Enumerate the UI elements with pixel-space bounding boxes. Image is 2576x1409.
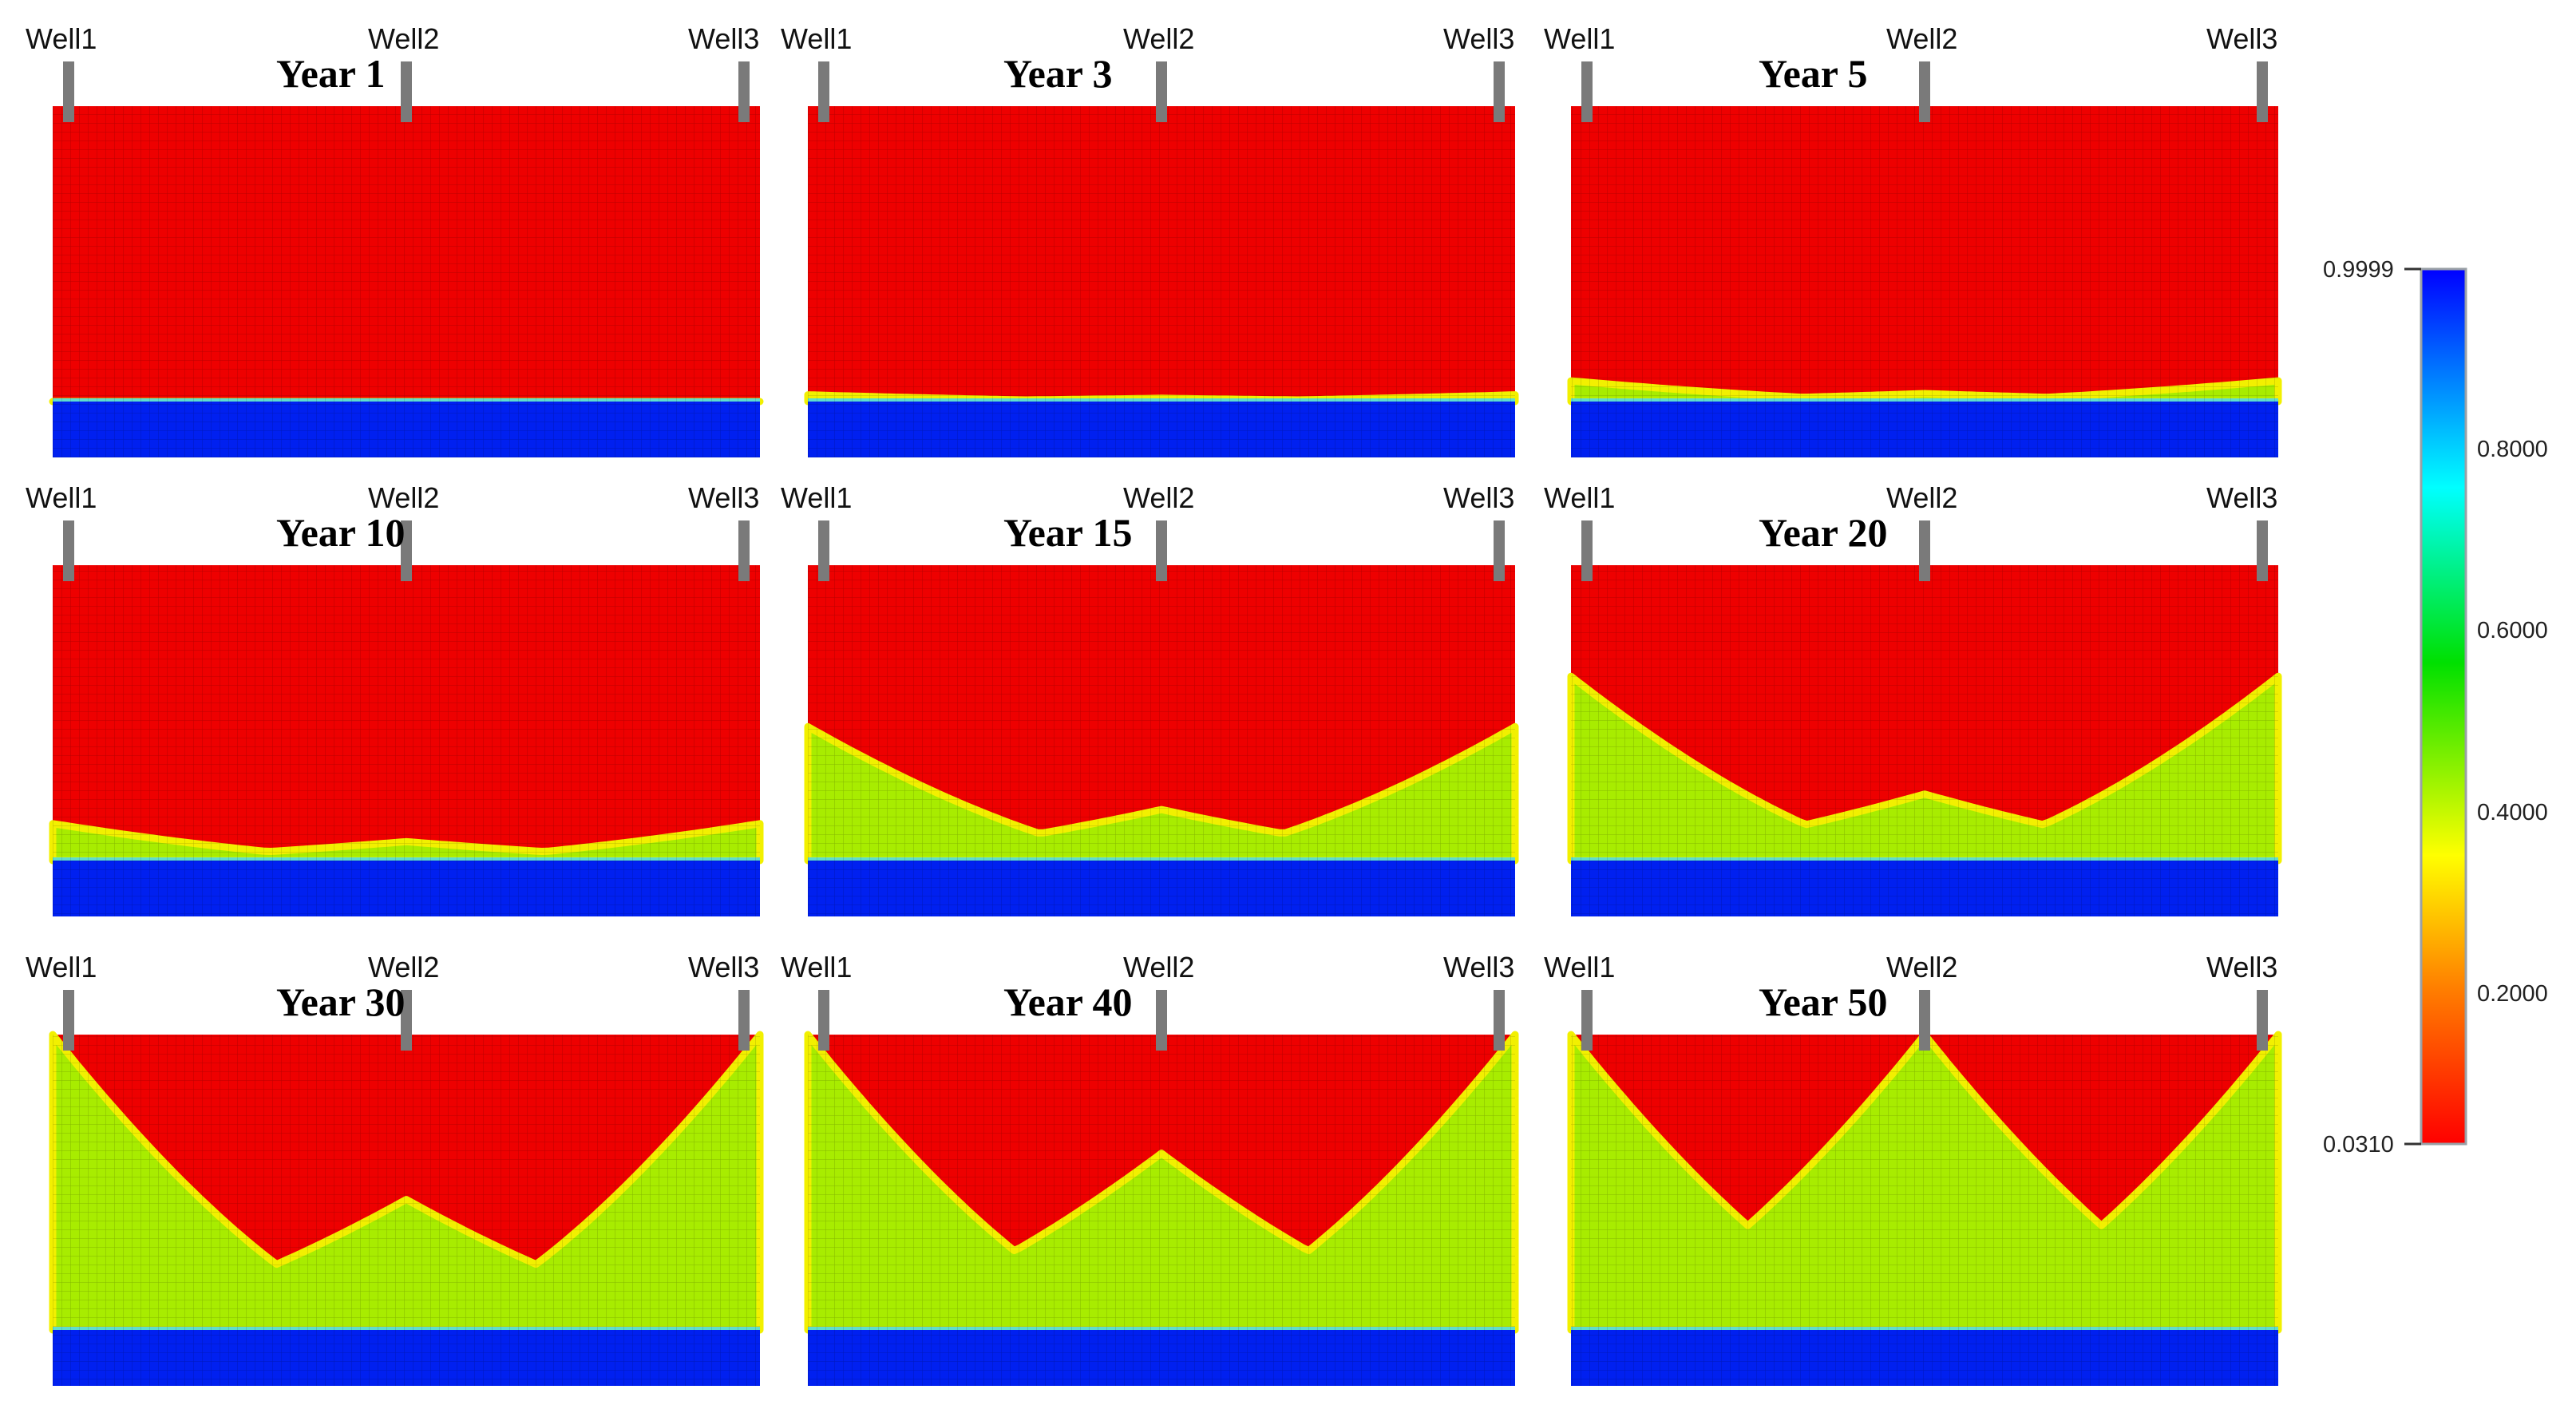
well-label: Well2	[1886, 22, 1957, 55]
well-label: Well2	[368, 481, 439, 514]
well-bore	[1581, 61, 1593, 122]
well-bore	[1156, 990, 1167, 1051]
well-label: Well1	[781, 22, 852, 55]
well-bore	[2257, 990, 2268, 1051]
year-title: Year 40	[1003, 980, 1133, 1024]
well-bore	[2257, 520, 2268, 581]
mesh-grid	[53, 1035, 760, 1386]
well-label: Well1	[26, 481, 97, 514]
well-bore	[1156, 61, 1167, 122]
year-title: Year 1	[276, 51, 386, 96]
well-label: Well3	[1443, 22, 1514, 55]
mesh-grid	[53, 106, 760, 457]
well-bore	[63, 520, 74, 581]
well-bore	[63, 61, 74, 122]
well-label: Well2	[1123, 951, 1194, 984]
well-label: Well1	[26, 22, 97, 55]
year-title: Year 20	[1759, 510, 1888, 555]
well-label: Well2	[368, 951, 439, 984]
well-bore	[1919, 61, 1930, 122]
well-label: Well2	[1123, 22, 1194, 55]
well-bore	[1919, 520, 1930, 581]
mesh-grid	[53, 565, 760, 916]
well-bore	[401, 520, 412, 581]
mesh-grid	[1571, 106, 2278, 457]
well-bore	[1581, 990, 1593, 1051]
well-bore	[1494, 520, 1505, 581]
well-bore	[2257, 61, 2268, 122]
colorbar-tick-label: 0.4000	[2477, 800, 2548, 825]
colorbar-tick-label: 0.2000	[2477, 981, 2548, 1007]
simulation-panel: Well1 Well2 Well3 Year 10	[26, 481, 764, 916]
well-bore	[818, 61, 829, 122]
well-label: Well3	[1443, 951, 1514, 984]
well-bore	[1581, 520, 1593, 581]
simulation-panel: Well1 Well2 Well3 Year 30	[26, 951, 764, 1386]
well-bore	[401, 990, 412, 1051]
well-bore	[1919, 990, 1930, 1051]
well-label: Well3	[1443, 481, 1514, 514]
colorbar-ramp	[2420, 267, 2467, 1146]
year-title: Year 50	[1759, 980, 1888, 1024]
well-bore	[1156, 520, 1167, 581]
colorbar-tick-label: 0.6000	[2477, 618, 2548, 643]
simulation-panel: Well1 Well2 Well3 Year 20	[1544, 481, 2282, 916]
mesh-grid	[1571, 1035, 2278, 1386]
well-bore	[401, 61, 412, 122]
well-label: Well2	[1886, 481, 1957, 514]
well-label: Well1	[781, 951, 852, 984]
well-bore	[738, 61, 750, 122]
simulation-panel: Well1 Well2 Well3 Year 5	[1544, 22, 2282, 457]
well-label: Well1	[26, 951, 97, 984]
colorbar-tick-label: 0.8000	[2477, 437, 2548, 462]
simulation-panel: Well1 Well2 Well3 Year 1	[26, 22, 764, 457]
well-label: Well3	[2206, 481, 2277, 514]
well-bore	[818, 520, 829, 581]
mesh-grid	[808, 565, 1515, 916]
year-title: Year 15	[1003, 510, 1133, 555]
simulation-panel: Well1 Well2 Well3 Year 50	[1544, 951, 2282, 1386]
well-bore	[1494, 990, 1505, 1051]
well-label: Well3	[2206, 22, 2277, 55]
well-label: Well2	[368, 22, 439, 55]
mesh-grid	[1571, 565, 2278, 916]
panel-grid: Well1 Well2 Well3 Year 1 Well1 Well2 Well3 Year…	[26, 22, 2282, 1386]
year-title: Year 3	[1003, 51, 1113, 96]
well-label: Well3	[2206, 951, 2277, 984]
year-title: Year 5	[1759, 51, 1868, 96]
year-title: Year 30	[276, 980, 406, 1024]
well-label: Well1	[781, 481, 852, 514]
colorbar-max-label: 0.9999	[2323, 257, 2394, 283]
simulation-panel: Well1 Well2 Well3 Year 3	[781, 22, 1519, 457]
well-label: Well1	[1544, 481, 1615, 514]
well-bore	[738, 520, 750, 581]
well-label: Well3	[688, 22, 759, 55]
well-bore	[1494, 61, 1505, 122]
simulation-panel: Well1 Well2 Well3 Year 40	[781, 951, 1519, 1386]
well-bore	[818, 990, 829, 1051]
well-label: Well3	[688, 951, 759, 984]
well-label: Well1	[1544, 951, 1615, 984]
colorbar-min-label: 0.0310	[2323, 1132, 2394, 1158]
well-bore	[738, 990, 750, 1051]
well-label: Well1	[1544, 22, 1615, 55]
well-label: Well3	[688, 481, 759, 514]
simulation-panel: Well1 Well2 Well3 Year 15	[781, 481, 1519, 916]
mesh-grid	[808, 1035, 1515, 1386]
well-label: Well2	[1886, 951, 1957, 984]
mesh-grid	[808, 106, 1515, 457]
well-bore	[63, 990, 74, 1051]
well-label: Well2	[1123, 481, 1194, 514]
year-title: Year 10	[276, 510, 406, 555]
colorbar: 0.9999 0.0310 0.8000 0.6000 0.4000 0.200…	[2323, 257, 2548, 1158]
